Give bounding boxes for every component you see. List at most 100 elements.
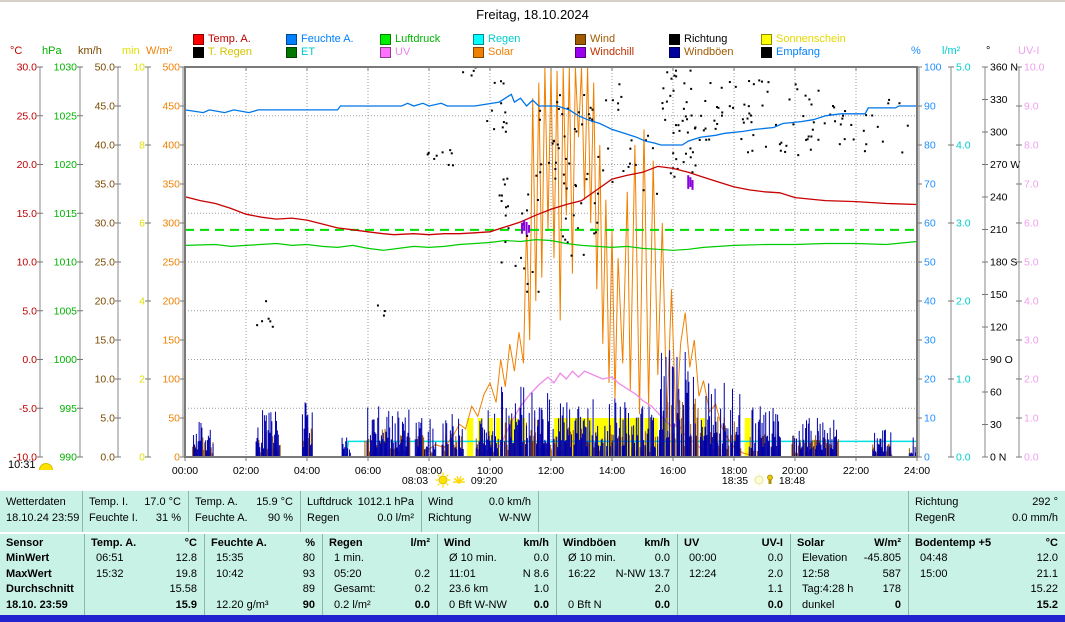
axis-unit-label: ° <box>986 45 991 57</box>
stats-column-header: Temp. A. °C <box>85 535 204 551</box>
time-tick-label: 04:00 <box>294 465 320 477</box>
legend-swatch-icon <box>380 46 391 58</box>
axis-tick-label: 200 <box>162 296 180 308</box>
axis-tick-label: 90 O <box>990 354 1013 366</box>
sun-icon <box>435 472 451 488</box>
stats-cell-label <box>563 582 568 598</box>
time-tick-label: 12:00 <box>538 465 564 477</box>
table-row: 0 Bft W-NW 0.0 <box>438 598 556 614</box>
axis-tick-label: 6 <box>139 218 145 230</box>
axis-tick-label: 1020 <box>54 159 78 171</box>
stats-cell-value: 15.22 <box>1030 583 1058 595</box>
axis-tick-label: 0 <box>139 452 145 464</box>
stats-column: Feuchte A.% 15:35 80 10:42 93 89 12.20 g/m³ 90 <box>204 534 322 615</box>
series-luftdruck <box>184 238 918 251</box>
stats-cell-label <box>915 582 920 598</box>
series-windchill <box>521 175 694 235</box>
axis-tick-label: 500 <box>162 62 180 74</box>
stats-cell-label: 06:51 <box>96 552 124 564</box>
status-label: Feuchte A. <box>195 512 248 524</box>
legend-item: Windchill <box>575 46 634 58</box>
stats-column-header: Wind km/h <box>438 535 556 551</box>
axis-tick-label: 300 <box>162 218 180 230</box>
axis-tick-label: 9.0 <box>1024 101 1039 113</box>
status-cell: Richtung 292 ° RegenR 0.0 mm/h <box>908 491 1065 532</box>
stats-header-unit: °C <box>184 537 197 549</box>
stats-cell-value: 80 <box>302 552 315 564</box>
table-row: Ø 10 min. 0.0 <box>557 551 677 567</box>
legend-swatch-icon <box>286 33 297 45</box>
table-row: 0 Bft N 0.0 <box>557 598 677 614</box>
status-value: 292 ° <box>1032 496 1058 508</box>
stats-cell-value: 2.0 <box>767 567 783 580</box>
time-tick-label: 14:00 <box>599 465 625 477</box>
chart-axes: 30.025.020.015.010.05.00.0-5.0-10.010301… <box>13 62 1045 478</box>
legend-swatch-icon <box>473 33 484 45</box>
axis-tick-label: 180 S <box>990 257 1017 269</box>
axis-tick-label: 20.0 <box>95 296 116 308</box>
chart-gridlines <box>185 67 917 457</box>
stats-cell-value: 178 <box>882 583 901 595</box>
stats-header-unit: °C <box>1045 537 1058 549</box>
axis-tick-label: 4.0 <box>1024 296 1039 308</box>
axis-unit-label: W/m² <box>146 45 173 57</box>
axis-tick-label: 8 <box>139 140 145 152</box>
time-tick-label: 22:00 <box>843 465 869 477</box>
current-readings-bar: Wetterdaten 18.10.24 23:59 Temp. I. 17.0 °C… <box>0 491 1065 533</box>
status-label: Wetterdaten <box>6 496 66 508</box>
table-row: 1 min. <box>323 551 437 567</box>
stats-cell-value: 0 <box>894 598 901 611</box>
axis-tick-label: 3.0 <box>956 218 971 230</box>
axis-tick-label: 400 <box>162 140 180 152</box>
stats-cell-label: 15:32 <box>96 567 124 580</box>
stats-cell-label: 05:20 <box>334 567 362 580</box>
axis-tick-label: 450 <box>162 101 180 113</box>
table-row: 12.20 g/m³ 90 <box>205 598 322 614</box>
stats-column: UV UV-I 00:00 0.0 12:24 2.0 1.1 0.0 <box>677 534 790 615</box>
stats-cell-value: 12.0 <box>1036 552 1058 564</box>
legend-item-label: Empfang <box>776 46 821 58</box>
axis-tick-label: -5.0 <box>19 403 37 415</box>
legend-item: Regen <box>473 33 520 45</box>
table-row: 12:24 2.0 <box>678 567 790 583</box>
sun-marker-time: 18:35 <box>722 475 748 487</box>
stats-cell-label: dunkel <box>802 598 835 611</box>
table-row: Elevation -45.805 <box>791 551 908 567</box>
table-row: 0.2 l/m² 0.0 <box>323 598 437 614</box>
table-row: 0.0 <box>678 598 790 614</box>
stats-cell-value: 19.8 <box>175 567 197 580</box>
legend-item: Temp. A. <box>193 33 251 45</box>
axis-tick-label: 240 <box>990 192 1008 204</box>
axis-tick-label: 50 <box>168 413 180 425</box>
table-row: 06:51 12.8 <box>85 551 204 567</box>
axis-tick-label: 15.0 <box>95 335 116 347</box>
axis-tick-label: 40 <box>924 296 936 308</box>
axis-tick-label: 5.0 <box>1024 257 1039 269</box>
stats-header-label: Sensor <box>6 537 44 549</box>
status-value: 0.0 km/h <box>488 496 531 508</box>
axis-tick-label: 10.0 <box>1024 62 1045 74</box>
table-row: 05:20 0.2 <box>323 567 437 583</box>
stats-column: Solar W/m² Elevation -45.805 12:58 587 Tag:4:2… <box>790 534 908 615</box>
axis-tick-label: 90 <box>924 101 936 113</box>
axis-tick-label: 10.0 <box>95 374 116 386</box>
time-tick-label: 06:00 <box>355 465 381 477</box>
legend-item-label: ET <box>301 46 316 58</box>
axis-tick-label: 210 <box>990 224 1008 236</box>
stats-cell-label: 12:58 <box>802 567 830 580</box>
axis-tick-label: 6.0 <box>1024 218 1039 230</box>
axis-tick-label: 4.0 <box>956 140 971 152</box>
daylight-duration: 10:31 <box>8 459 53 471</box>
table-row: MaxWert <box>0 567 84 583</box>
sun-marker-time: 18:48 <box>779 475 805 487</box>
stats-header-unit: l/m² <box>410 537 430 549</box>
stats-cell-value: 0.0 <box>767 552 783 564</box>
axis-tick-label: 0.0 <box>22 354 37 366</box>
stats-cell-value: 12.8 <box>175 552 197 564</box>
sun-marker-time: 09:20 <box>471 475 497 487</box>
stats-column-header: Regen l/m² <box>323 535 437 551</box>
legend-item: Feuchte A. <box>286 33 354 45</box>
table-row: 15.2 <box>909 598 1065 614</box>
legend-item-label: T. Regen <box>208 46 253 58</box>
